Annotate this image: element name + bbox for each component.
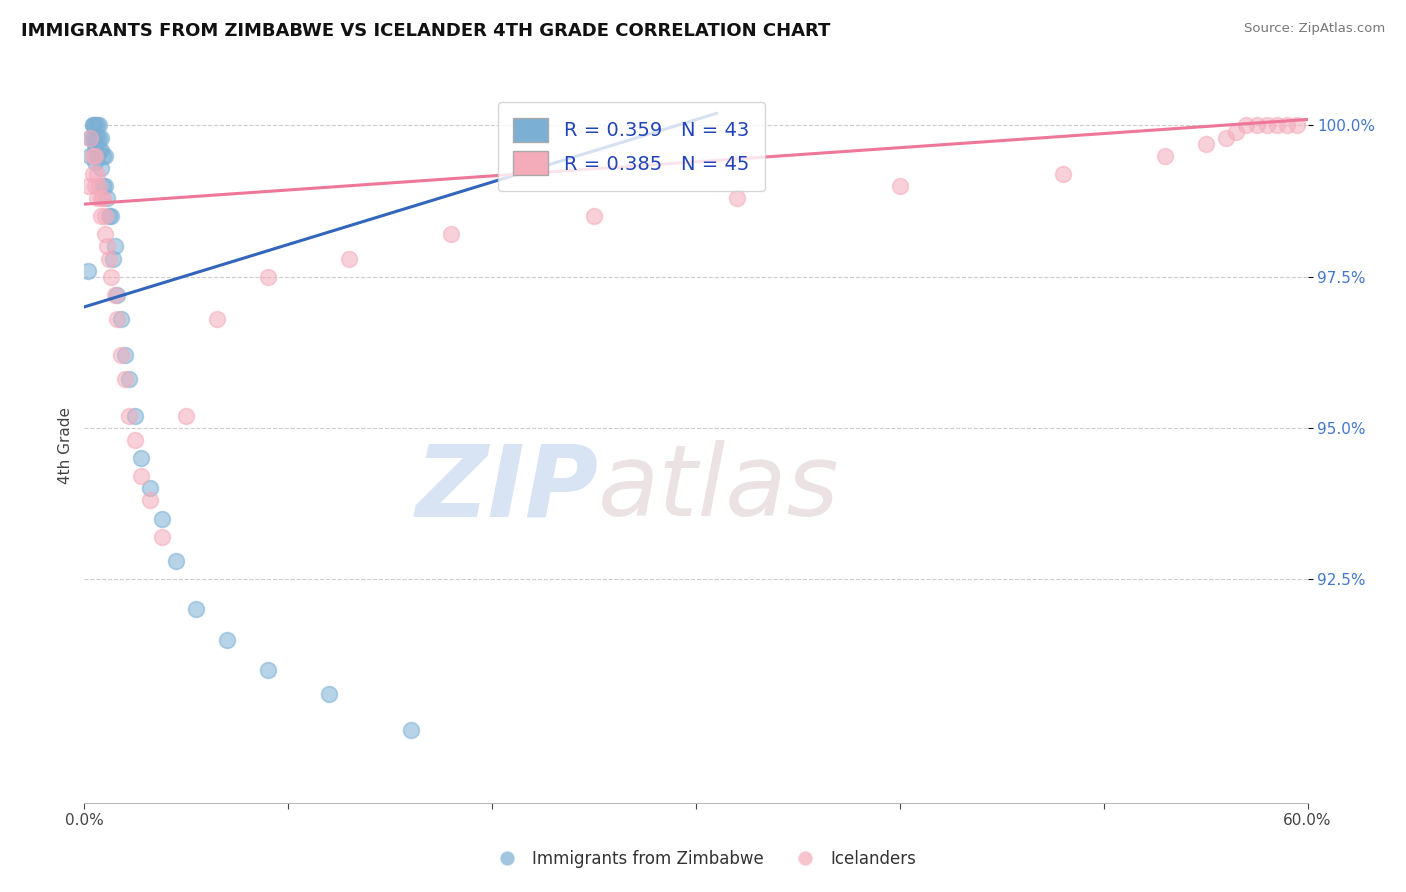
Text: ZIP: ZIP xyxy=(415,441,598,537)
Point xyxy=(583,209,606,223)
Point xyxy=(138,481,160,495)
Point xyxy=(83,143,105,157)
Point xyxy=(82,119,104,133)
Point xyxy=(131,451,153,466)
Point xyxy=(725,191,748,205)
Point xyxy=(79,149,101,163)
Point xyxy=(205,312,228,326)
Point xyxy=(1052,167,1074,181)
Point xyxy=(87,178,110,193)
Point xyxy=(174,409,197,423)
Text: atlas: atlas xyxy=(598,441,839,537)
Point xyxy=(257,663,280,677)
Point xyxy=(96,191,118,205)
Point xyxy=(339,252,361,266)
Point xyxy=(100,269,122,284)
Point xyxy=(77,178,100,193)
Point xyxy=(110,348,132,362)
Point xyxy=(86,149,108,163)
Point xyxy=(1236,119,1258,133)
Point xyxy=(83,119,105,133)
Point xyxy=(97,209,120,223)
Text: IMMIGRANTS FROM ZIMBABWE VS ICELANDER 4TH GRADE CORRELATION CHART: IMMIGRANTS FROM ZIMBABWE VS ICELANDER 4T… xyxy=(21,22,831,40)
Point xyxy=(86,119,108,133)
Point xyxy=(83,154,105,169)
Point xyxy=(165,554,187,568)
Point xyxy=(82,119,104,133)
Point xyxy=(90,130,112,145)
Point xyxy=(1246,119,1268,133)
Point xyxy=(1277,119,1299,133)
Point xyxy=(87,130,110,145)
Point xyxy=(86,167,108,181)
Point xyxy=(124,409,146,423)
Point xyxy=(889,178,911,193)
Point xyxy=(96,239,118,253)
Point xyxy=(114,348,136,362)
Point xyxy=(1256,119,1278,133)
Point xyxy=(110,312,132,326)
Point xyxy=(257,269,280,284)
Legend: Immigrants from Zimbabwe, Icelanders: Immigrants from Zimbabwe, Icelanders xyxy=(484,844,922,875)
Point xyxy=(150,511,173,525)
Point xyxy=(90,143,112,157)
Point xyxy=(1215,130,1237,145)
Legend: R = 0.359   N = 43, R = 0.385   N = 45: R = 0.359 N = 43, R = 0.385 N = 45 xyxy=(498,103,765,191)
Point xyxy=(1265,119,1288,133)
Text: Source: ZipAtlas.com: Source: ZipAtlas.com xyxy=(1244,22,1385,36)
Point xyxy=(82,149,104,163)
Point xyxy=(91,191,114,205)
Point xyxy=(1154,149,1177,163)
Point xyxy=(87,119,110,133)
Point xyxy=(83,149,105,163)
Point xyxy=(104,239,127,253)
Point xyxy=(91,178,114,193)
Point xyxy=(93,209,115,223)
Point xyxy=(104,288,127,302)
Point xyxy=(83,130,105,145)
Point xyxy=(138,493,160,508)
Point xyxy=(318,687,340,701)
Point xyxy=(105,312,128,326)
Point xyxy=(131,469,153,483)
Point xyxy=(77,263,100,277)
Point xyxy=(79,130,101,145)
Point xyxy=(118,409,141,423)
Y-axis label: 4th Grade: 4th Grade xyxy=(58,408,73,484)
Point xyxy=(83,136,105,151)
Point xyxy=(83,178,105,193)
Point xyxy=(1225,124,1247,138)
Point xyxy=(1195,136,1218,151)
Point xyxy=(82,130,104,145)
Point xyxy=(79,130,101,145)
Point xyxy=(118,372,141,386)
Point xyxy=(90,191,112,205)
Point xyxy=(1286,119,1309,133)
Point xyxy=(114,372,136,386)
Point xyxy=(86,130,108,145)
Point xyxy=(97,252,120,266)
Point xyxy=(82,167,104,181)
Point xyxy=(150,530,173,544)
Point xyxy=(217,632,239,647)
Point xyxy=(90,209,112,223)
Point xyxy=(91,149,114,163)
Point xyxy=(100,209,122,223)
Point xyxy=(93,178,115,193)
Point xyxy=(105,288,128,302)
Point xyxy=(86,191,108,205)
Point xyxy=(93,227,115,242)
Point xyxy=(399,723,422,738)
Point xyxy=(186,602,208,616)
Point xyxy=(101,252,124,266)
Point xyxy=(87,143,110,157)
Point xyxy=(90,161,112,175)
Point xyxy=(440,227,463,242)
Point xyxy=(93,149,115,163)
Point xyxy=(124,433,146,447)
